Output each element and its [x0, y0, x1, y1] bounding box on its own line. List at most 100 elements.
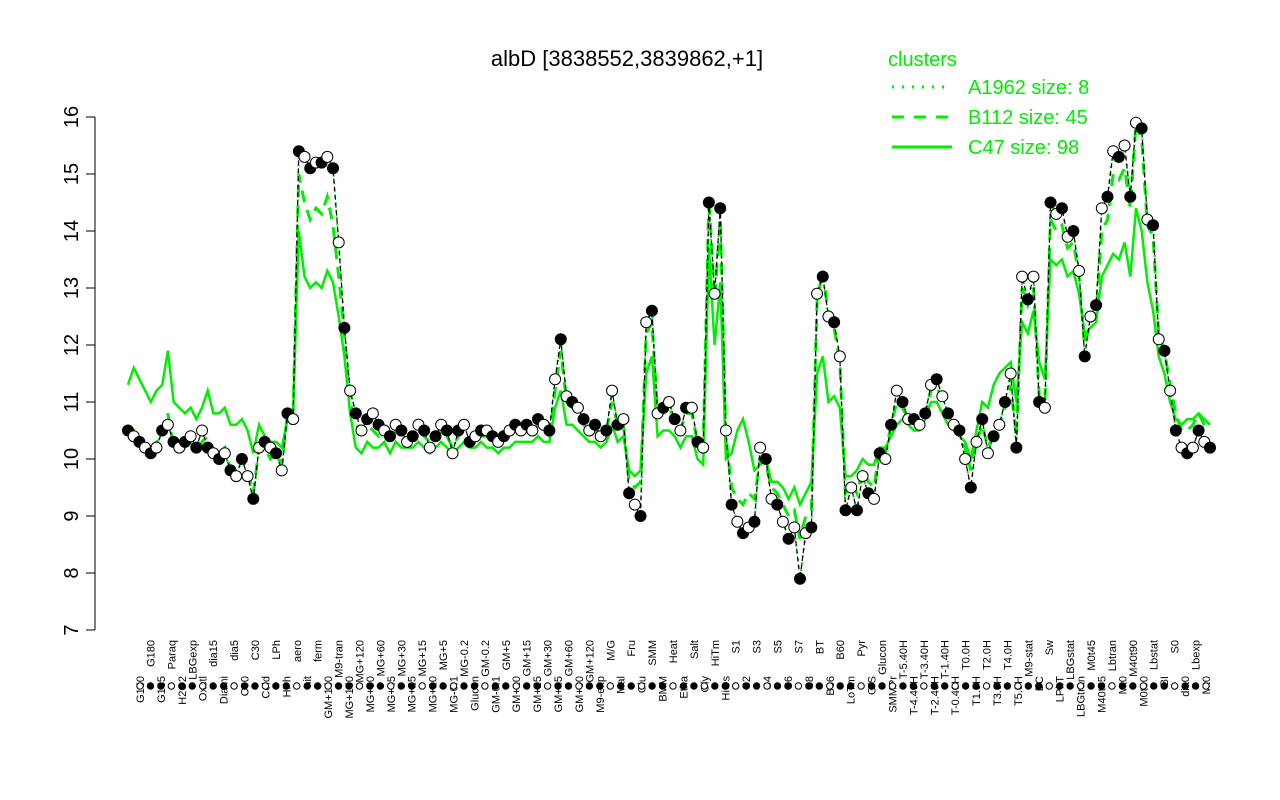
x-tick-label: Diami	[219, 676, 231, 704]
x-tick-label: GM+45	[553, 676, 565, 712]
x-tick-label: C30	[250, 640, 262, 660]
data-point	[247, 492, 260, 505]
data-point	[634, 510, 647, 522]
condition-marker	[230, 682, 238, 690]
data-point	[833, 350, 846, 363]
condition-marker	[1035, 682, 1043, 690]
condition-marker	[930, 682, 938, 690]
data-point	[645, 304, 658, 317]
x-tick-label: Paraq	[166, 640, 178, 669]
condition-marker	[387, 682, 395, 690]
condition-marker	[261, 682, 270, 690]
data-point	[697, 441, 710, 454]
x-tick-label: T0.0H	[961, 640, 973, 670]
condition-marker	[1097, 682, 1106, 690]
condition-marker	[251, 682, 259, 690]
x-axis: G150G180G135ParaqH2O2LBGexpOxctldia15Dia…	[135, 640, 1213, 719]
data-point	[150, 441, 163, 454]
data-point	[440, 424, 453, 437]
condition-marker	[313, 682, 322, 690]
x-tick-label: MG-0.2	[459, 640, 471, 677]
condition-marker	[272, 682, 280, 690]
data-point	[429, 430, 442, 443]
data-point	[685, 401, 698, 414]
condition-marker	[888, 682, 897, 690]
condition-marker	[1160, 682, 1168, 690]
condition-marker	[1055, 682, 1064, 690]
data-point	[930, 373, 943, 386]
condition-marker	[167, 682, 176, 690]
data-point	[161, 418, 174, 431]
condition-marker	[334, 682, 343, 690]
x-tick-label: dia15	[208, 640, 220, 667]
data-point	[998, 396, 1011, 408]
x-tick-label: SMM	[647, 640, 659, 666]
data-point	[1004, 367, 1017, 380]
data-point	[759, 453, 772, 465]
data-point	[1073, 264, 1086, 277]
condition-marker	[721, 682, 729, 690]
data-point	[1016, 270, 1029, 283]
data-point	[423, 441, 436, 454]
condition-marker	[533, 682, 541, 690]
data-point	[1169, 424, 1182, 437]
data-point	[845, 481, 858, 494]
condition-marker	[899, 682, 907, 690]
condition-marker	[805, 682, 813, 690]
condition-marker	[920, 682, 928, 690]
x-tick-label: S1	[731, 640, 743, 653]
x-tick-label: LBGstat	[1065, 640, 1077, 680]
x-tick-label: MG-0.1	[449, 676, 461, 713]
condition-marker	[366, 682, 374, 690]
x-tick-label: T4.0H	[1002, 640, 1014, 670]
condition-marker	[763, 682, 771, 690]
x-tick-label: B60	[835, 640, 847, 660]
data-point	[588, 418, 601, 431]
x-tick-label: Pyr	[856, 640, 868, 657]
x-tick-label: M/G	[605, 640, 617, 661]
x-tick-label: S3	[752, 640, 764, 653]
condition-marker	[397, 682, 405, 690]
data-point	[754, 441, 767, 454]
condition-marker	[794, 682, 803, 690]
data-point	[890, 384, 903, 397]
condition-marker	[742, 682, 750, 690]
data-point	[554, 333, 567, 346]
condition-marker	[209, 682, 217, 690]
data-point	[805, 521, 818, 534]
x-tick-label: nit	[302, 676, 314, 688]
data-point	[355, 424, 368, 437]
x-tick-label: M0t90	[1138, 676, 1150, 707]
condition-marker	[481, 682, 489, 690]
data-point	[406, 430, 419, 443]
data-point	[719, 424, 732, 437]
data-point	[885, 418, 898, 431]
y-tick-label: 14	[61, 220, 83, 242]
data-point	[839, 504, 852, 517]
data-point	[771, 498, 784, 511]
x-tick-label: LBGexp	[187, 640, 199, 680]
legend-label: A1962 size: 8	[968, 77, 1089, 99]
data-point	[338, 321, 351, 334]
condition-marker	[146, 682, 155, 690]
x-tick-label: GM+60	[563, 640, 575, 676]
legend-label: B112 size: 45	[968, 107, 1088, 129]
condition-marker	[857, 682, 865, 690]
data-point	[856, 470, 869, 483]
data-point	[970, 435, 983, 448]
condition-marker	[1014, 682, 1022, 690]
x-tick-label: M9-exp	[595, 676, 607, 713]
x-tick-label: BI	[1159, 676, 1171, 686]
x-tick-label: T-0.40H	[950, 676, 962, 715]
y-tick-label: 16	[61, 106, 83, 128]
x-tick-label: GM+150	[323, 676, 335, 719]
data-point	[623, 487, 636, 500]
condition-marker	[700, 682, 709, 690]
x-tick-label: LBGtran	[1076, 676, 1088, 717]
condition-marker	[564, 682, 573, 690]
x-tick-label: S5	[773, 640, 785, 653]
x-tick-label: GM+120	[584, 640, 596, 683]
condition-marker	[711, 682, 719, 690]
condition-marker	[470, 682, 479, 690]
x-tick-label: LoTm	[846, 676, 858, 704]
